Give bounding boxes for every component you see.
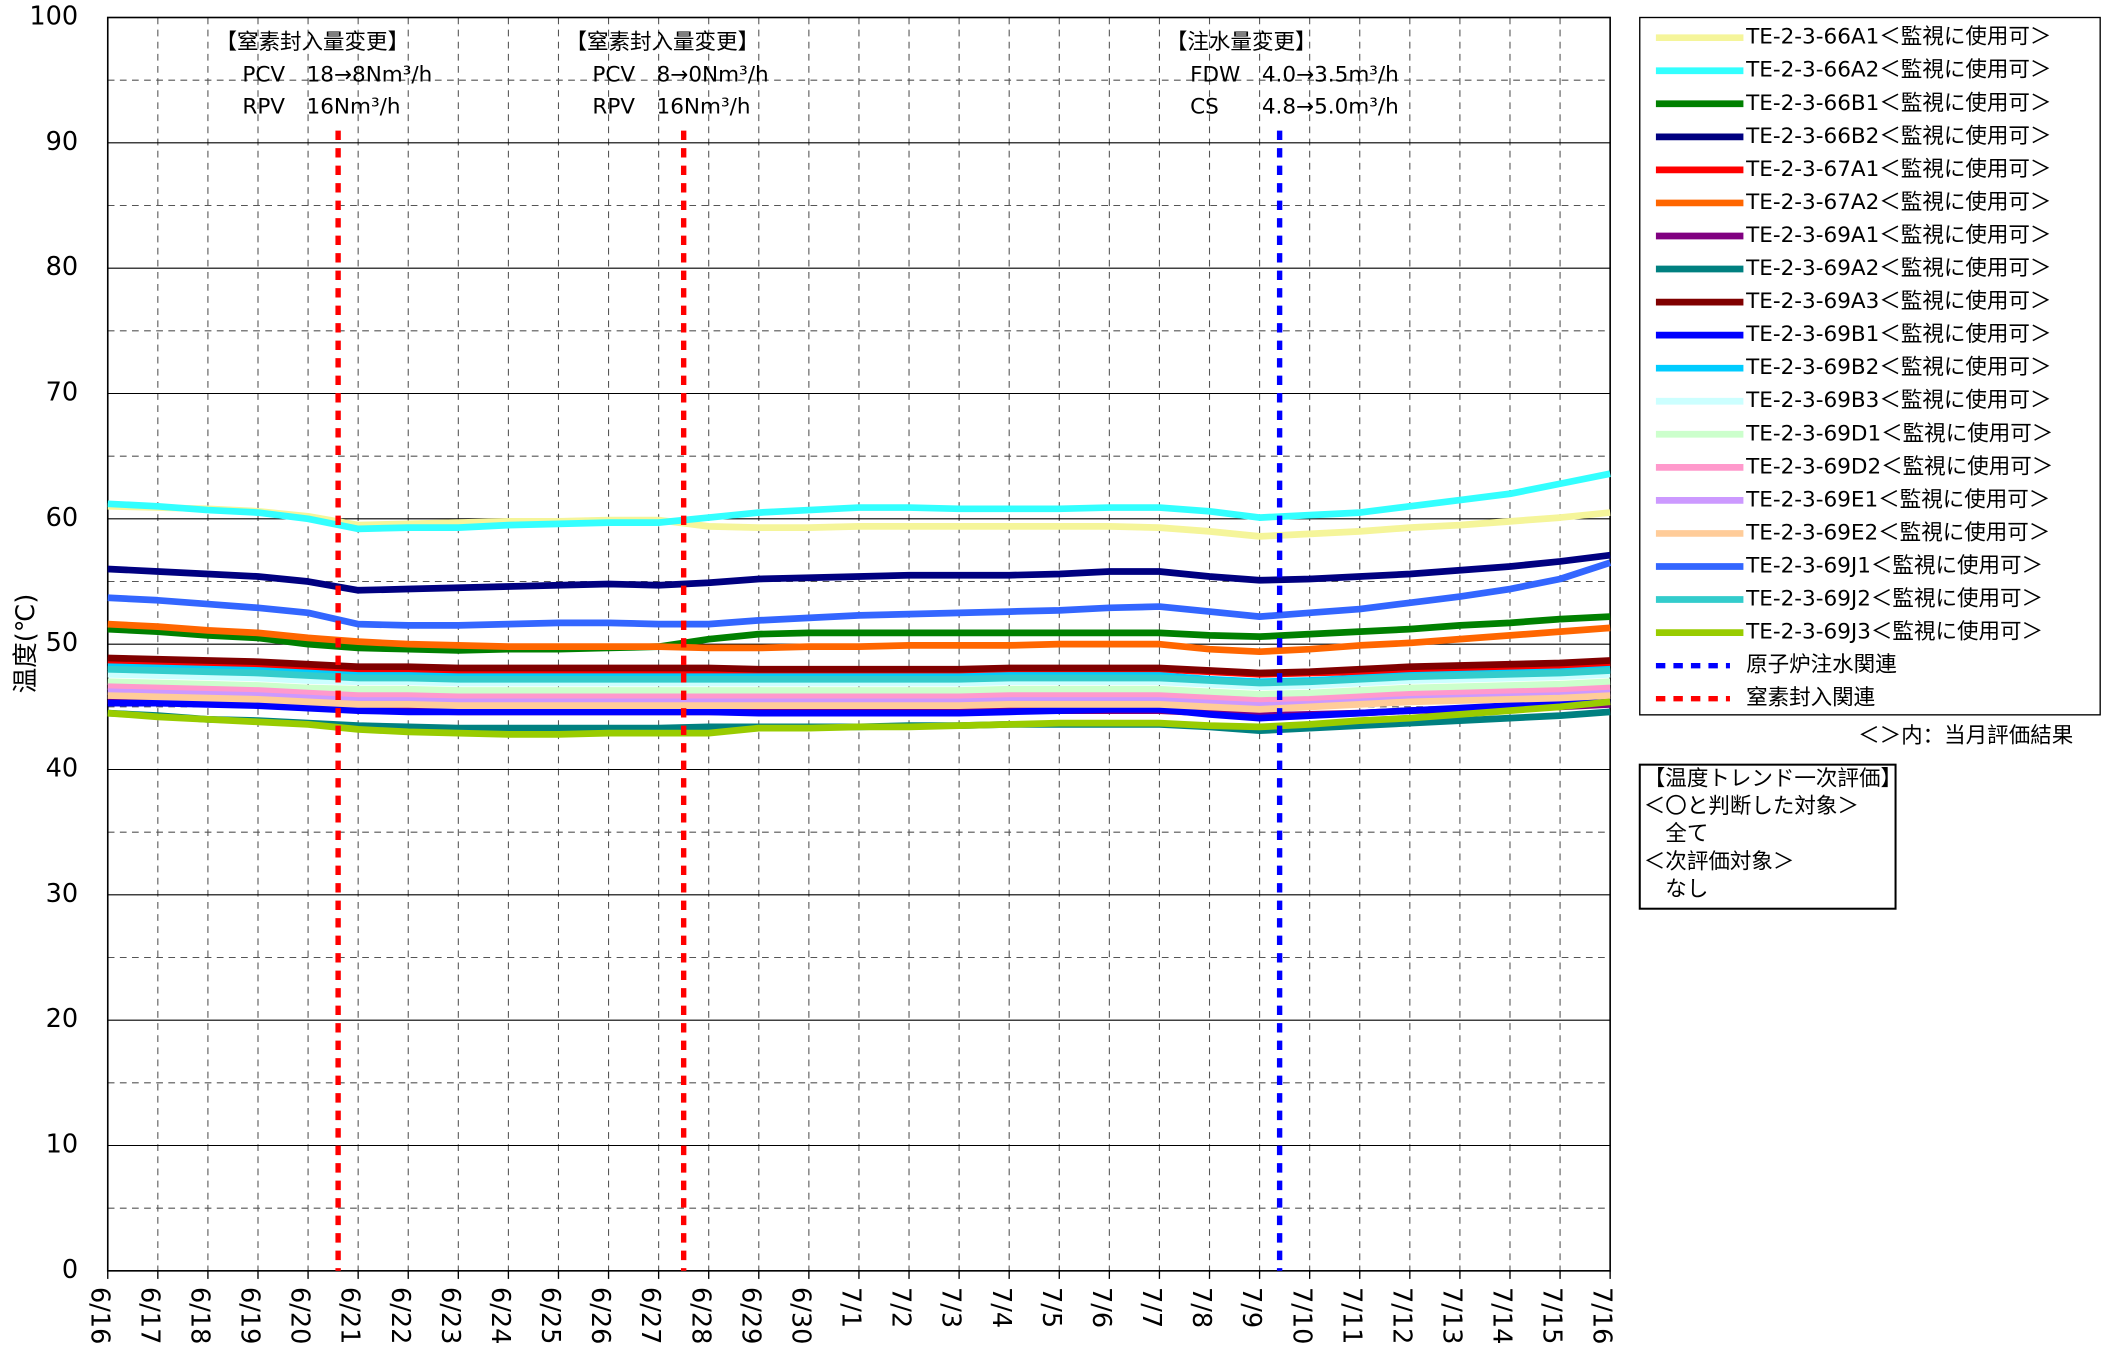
legend-label: TE-2-3-66B1＜監視に使用可＞ bbox=[1745, 91, 2051, 116]
y-tick-label: 20 bbox=[46, 1004, 79, 1034]
annotation-text: RPV 16Nm³/h bbox=[242, 95, 400, 120]
y-tick-label: 30 bbox=[46, 879, 79, 909]
x-tick-label: 6/19 bbox=[235, 1287, 265, 1344]
evaluation-text: ＜〇と判断した対象＞ bbox=[1644, 794, 1859, 819]
series-line bbox=[107, 470, 1611, 533]
series-line bbox=[107, 613, 1611, 654]
x-tick-label: 7/7 bbox=[1136, 1287, 1166, 1328]
legend-label: TE-2-3-69J1＜監視に使用可＞ bbox=[1745, 553, 2043, 578]
y-tick-label: 40 bbox=[46, 754, 79, 784]
x-tick-label: 7/2 bbox=[886, 1287, 916, 1328]
y-tick-label: 100 bbox=[29, 2, 78, 32]
legend-label: TE-2-3-69D2＜監視に使用可＞ bbox=[1745, 454, 2053, 479]
x-tick-label: 7/9 bbox=[1236, 1287, 1266, 1328]
series-line bbox=[107, 692, 1611, 713]
evaluation-text: 【温度トレンド一次評価】 bbox=[1644, 766, 1902, 791]
legend-label: TE-2-3-69A2＜監視に使用可＞ bbox=[1745, 256, 2051, 281]
series-line bbox=[107, 502, 1611, 540]
x-tick-label: 7/16 bbox=[1587, 1287, 1617, 1344]
x-tick-label: 7/11 bbox=[1336, 1287, 1366, 1344]
x-tick-label: 7/3 bbox=[936, 1287, 966, 1328]
x-tick-label: 7/6 bbox=[1086, 1287, 1116, 1328]
y-tick-label: 50 bbox=[46, 628, 79, 658]
x-tick-label: 6/20 bbox=[285, 1287, 315, 1344]
x-tick-label: 6/24 bbox=[485, 1287, 515, 1344]
y-tick-label: 60 bbox=[46, 503, 79, 533]
x-tick-label: 6/18 bbox=[184, 1287, 214, 1344]
annotation-text: RPV 16Nm³/h bbox=[592, 95, 750, 120]
evaluation-text: ＜次評価対象＞ bbox=[1644, 849, 1795, 874]
legend-label: TE-2-3-69E1＜監視に使用可＞ bbox=[1745, 487, 2050, 512]
legend-label: TE-2-3-69B3＜監視に使用可＞ bbox=[1745, 388, 2051, 413]
annotation-text: CS 4.8→5.0m³/h bbox=[1190, 95, 1399, 120]
x-tick-label: 7/12 bbox=[1386, 1287, 1416, 1344]
series-line bbox=[107, 678, 1611, 698]
series-line bbox=[107, 551, 1611, 594]
legend-label: TE-2-3-69A1＜監視に使用可＞ bbox=[1745, 223, 2051, 248]
x-tick-label: 7/15 bbox=[1537, 1287, 1567, 1344]
legend-label: TE-2-3-69A3＜監視に使用可＞ bbox=[1745, 289, 2051, 314]
x-tick-label: 6/27 bbox=[635, 1287, 665, 1344]
x-tick-label: 6/22 bbox=[385, 1287, 415, 1344]
annotation-title: 【窒素封入量変更】 bbox=[565, 30, 759, 55]
evaluation-text: 全て bbox=[1644, 822, 1709, 847]
series-line bbox=[107, 620, 1611, 656]
x-tick-label: 6/21 bbox=[335, 1287, 365, 1344]
legend-label: TE-2-3-69B2＜監視に使用可＞ bbox=[1745, 355, 2051, 380]
legend-label: TE-2-3-69B1＜監視に使用可＞ bbox=[1745, 322, 2051, 347]
x-tick-label: 7/8 bbox=[1186, 1287, 1216, 1328]
x-tick-label: 6/23 bbox=[435, 1287, 465, 1344]
x-tick-label: 7/10 bbox=[1286, 1287, 1316, 1344]
series-line bbox=[107, 654, 1611, 677]
series-line bbox=[107, 697, 1611, 722]
x-tick-label: 7/1 bbox=[836, 1287, 866, 1328]
legend-label: TE-2-3-69E2＜監視に使用可＞ bbox=[1745, 520, 2050, 545]
legend-label: TE-2-3-69J3＜監視に使用可＞ bbox=[1745, 620, 2043, 645]
y-tick-label: 70 bbox=[46, 378, 79, 408]
y-axis-label: 温度(℃) bbox=[11, 594, 41, 694]
legend-label: TE-2-3-69J2＜監視に使用可＞ bbox=[1745, 587, 2043, 612]
annotation-text: FDW 4.0→3.5m³/h bbox=[1190, 62, 1399, 87]
y-tick-label: 10 bbox=[46, 1130, 79, 1160]
legend-label: TE-2-3-67A2＜監視に使用可＞ bbox=[1745, 190, 2051, 215]
legend-label: TE-2-3-67A1＜監視に使用可＞ bbox=[1745, 157, 2051, 182]
x-tick-label: 6/25 bbox=[535, 1287, 565, 1344]
legend-label: TE-2-3-69D1＜監視に使用可＞ bbox=[1745, 421, 2053, 446]
y-tick-label: 80 bbox=[46, 252, 79, 282]
x-tick-label: 6/29 bbox=[735, 1287, 765, 1344]
legend-label: TE-2-3-66A1＜監視に使用可＞ bbox=[1745, 25, 2051, 50]
x-tick-label: 7/4 bbox=[986, 1287, 1016, 1328]
evaluation-box bbox=[1638, 763, 1897, 910]
x-tick-label: 6/26 bbox=[585, 1287, 615, 1344]
legend-label: 原子炉注水関連 bbox=[1746, 653, 1897, 678]
series-line bbox=[107, 559, 1612, 629]
annotation-text: PCV 18→8Nm³/h bbox=[242, 62, 432, 87]
series-line bbox=[107, 698, 1611, 738]
legend-label: TE-2-3-66B2＜監視に使用可＞ bbox=[1745, 124, 2051, 149]
series-line bbox=[107, 670, 1611, 691]
x-tick-label: 6/16 bbox=[84, 1287, 114, 1344]
annotation-text: PCV 8→0Nm³/h bbox=[592, 62, 768, 87]
x-tick-label: 7/13 bbox=[1436, 1287, 1466, 1344]
legend-label: 窒素封入関連 bbox=[1746, 686, 1875, 711]
evaluation-text: なし bbox=[1644, 877, 1709, 902]
x-tick-label: 7/5 bbox=[1036, 1287, 1066, 1328]
annotation-title: 【窒素封入量変更】 bbox=[215, 30, 409, 55]
x-tick-label: 6/17 bbox=[134, 1287, 164, 1344]
x-tick-label: 6/30 bbox=[785, 1287, 815, 1344]
annotation-title: 【注水量変更】 bbox=[1166, 30, 1317, 55]
x-tick-label: 7/14 bbox=[1487, 1287, 1517, 1344]
legend-note: ＜＞内：当月評価結果 bbox=[1858, 723, 2073, 748]
series-line bbox=[107, 665, 1611, 687]
legend-label: TE-2-3-66A2＜監視に使用可＞ bbox=[1745, 58, 2051, 83]
y-tick-label: 90 bbox=[46, 127, 79, 157]
y-tick-label: 0 bbox=[62, 1255, 78, 1285]
series-line bbox=[107, 683, 1611, 704]
x-tick-label: 6/28 bbox=[685, 1287, 715, 1344]
